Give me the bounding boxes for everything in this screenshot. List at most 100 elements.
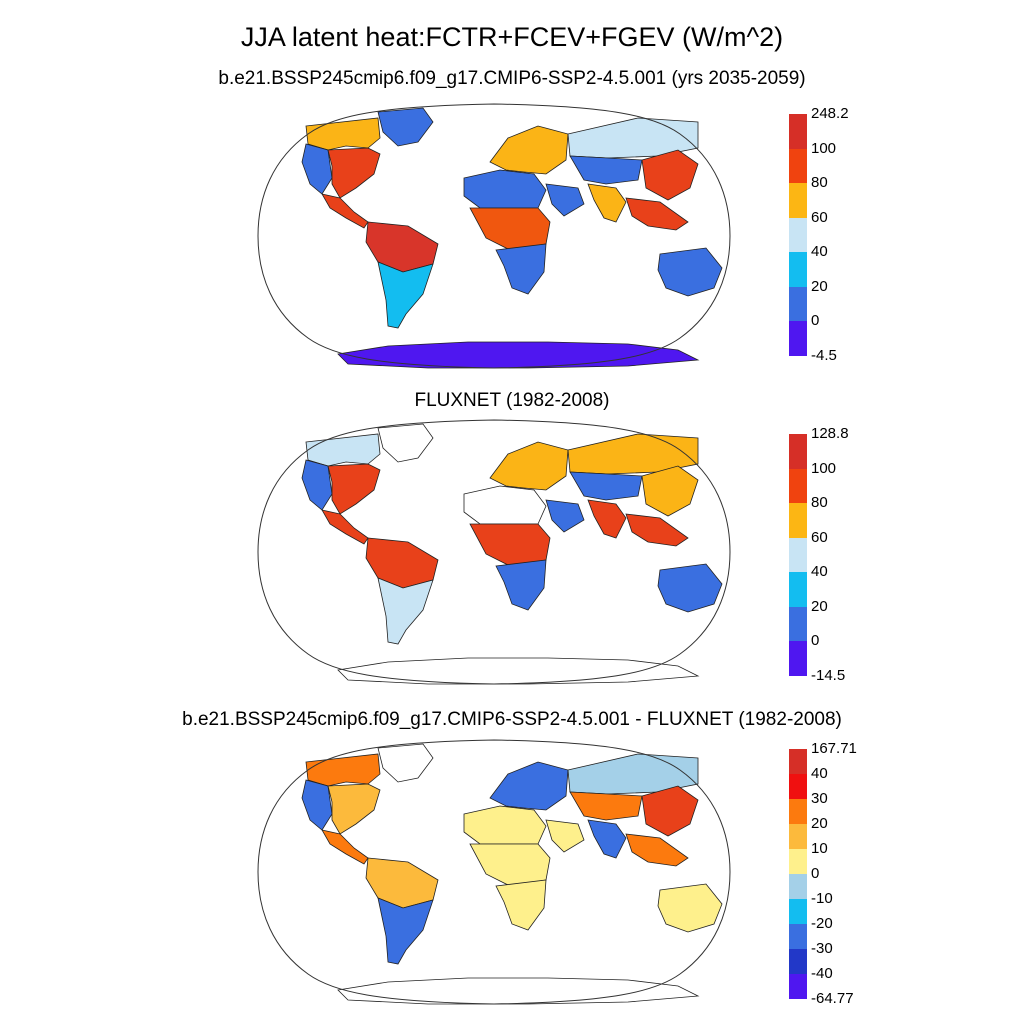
colorbar-label: 100	[811, 459, 837, 477]
panel-1-map	[257, 103, 731, 369]
colorbar-label: -20	[811, 915, 833, 932]
region-na-east	[327, 463, 381, 515]
region-central-america	[321, 829, 369, 865]
colorbar-swatch	[789, 749, 807, 774]
colorbar-swatch	[789, 217, 807, 253]
colorbar-swatch	[789, 606, 807, 642]
colorbar-label: -40	[811, 965, 833, 982]
panel-3-colorbar: 167.71 40 30 20 10 0 -10 -20 -30 -40 -64.77	[787, 740, 867, 1007]
region-central-america	[321, 193, 369, 229]
region-greenland	[377, 107, 434, 147]
colorbar-label: 30	[811, 790, 828, 807]
colorbar-label: 80	[811, 174, 828, 192]
projection-outline	[257, 419, 731, 685]
colorbar-swatch	[789, 503, 807, 538]
region-central-america	[321, 509, 369, 545]
colorbar-swatch	[789, 974, 807, 999]
region-na-north	[305, 433, 381, 467]
colorbar-swatch	[789, 641, 807, 676]
region-na-east	[327, 147, 381, 199]
region-sa-south	[377, 577, 434, 645]
colorbar-swatch	[789, 774, 807, 799]
colorbar-swatch	[789, 321, 807, 356]
colorbar-label: 128.8	[811, 425, 849, 442]
panel-2-map	[257, 419, 731, 685]
colorbar-label: 20	[811, 597, 828, 615]
region-india	[587, 819, 627, 859]
colorbar-label: -4.5	[811, 347, 837, 364]
region-antarctica	[337, 341, 700, 369]
panel-2-colorbar: 128.8 100 80 60 40 20 0 -14.5	[787, 425, 867, 684]
region-africa-south	[495, 879, 547, 931]
colorbar-swatch	[789, 434, 807, 469]
colorbar-label: 0	[811, 865, 820, 882]
colorbar-label: 100	[811, 139, 837, 157]
panel-2-subtitle: FLUXNET (1982-2008)	[414, 390, 610, 411]
region-antarctica	[337, 977, 700, 1005]
region-na-east	[327, 783, 381, 835]
colorbar-swatch	[789, 537, 807, 573]
region-na-north	[305, 753, 381, 787]
panel-3-subtitle: b.e21.BSSP245cmip6.f09_g17.CMIP6-SSP2-4.…	[182, 709, 842, 730]
colorbar-swatch	[789, 949, 807, 974]
region-arabia	[545, 819, 585, 853]
colorbar-label: 40	[811, 765, 828, 782]
colorbar-swatch	[789, 468, 807, 504]
colorbar-label: -10	[811, 890, 833, 907]
colorbar-label: -30	[811, 940, 833, 957]
region-east-asia	[641, 465, 699, 517]
colorbar-label: 20	[811, 815, 828, 832]
panel-1-subtitle: b.e21.BSSP245cmip6.f09_g17.CMIP6-SSP2-4.…	[218, 68, 806, 89]
colorbar-swatch	[789, 874, 807, 899]
region-india	[587, 183, 627, 223]
region-africa-south	[495, 243, 547, 295]
region-antarctica	[337, 657, 700, 685]
region-india	[587, 499, 627, 539]
region-central-asia	[569, 791, 643, 821]
colorbar-swatch	[789, 148, 807, 184]
colorbar-swatch	[789, 252, 807, 287]
colorbar-label: 20	[811, 277, 828, 295]
region-east-asia	[641, 149, 699, 201]
region-europe	[489, 441, 569, 491]
colorbar-label: 60	[811, 208, 828, 226]
colorbar-label: 60	[811, 528, 828, 546]
colorbar-label: 0	[811, 312, 820, 330]
region-africa-central	[469, 207, 551, 251]
panel-1-colorbar: 248.2 100 80 60 40 20 0 -4.5	[787, 105, 867, 364]
region-australia	[657, 883, 723, 933]
region-central-asia	[569, 471, 643, 501]
region-greenland	[377, 743, 434, 783]
colorbar-label: 248.2	[811, 105, 849, 122]
colorbar-label: 10	[811, 840, 828, 857]
projection-outline	[257, 739, 731, 1005]
colorbar-label: -64.77	[811, 990, 854, 1007]
region-sa-north	[365, 857, 439, 909]
region-se-asia	[625, 197, 689, 231]
region-europe	[489, 761, 569, 811]
panel-3-map	[257, 739, 731, 1005]
region-se-asia	[625, 833, 689, 867]
region-na-north	[305, 117, 381, 151]
region-australia	[657, 247, 723, 297]
region-sa-south	[377, 261, 434, 329]
projection-outline	[257, 103, 731, 369]
region-na-west	[301, 143, 333, 195]
colorbar-label: 40	[811, 243, 828, 261]
colorbar-swatch	[789, 799, 807, 824]
region-africa-north	[463, 805, 547, 845]
region-africa-north	[463, 169, 547, 209]
colorbar-swatch	[789, 286, 807, 322]
colorbar-swatch	[789, 114, 807, 149]
region-sa-south	[377, 897, 434, 965]
region-na-west	[301, 459, 333, 511]
colorbar-swatch	[789, 572, 807, 607]
colorbar-label: 167.71	[811, 740, 857, 757]
colorbar-label: 0	[811, 632, 820, 650]
region-greenland	[377, 423, 434, 463]
region-europe	[489, 125, 569, 175]
region-na-west	[301, 779, 333, 831]
region-central-asia	[569, 155, 643, 185]
colorbar-swatch	[789, 899, 807, 924]
colorbar-swatch	[789, 824, 807, 849]
